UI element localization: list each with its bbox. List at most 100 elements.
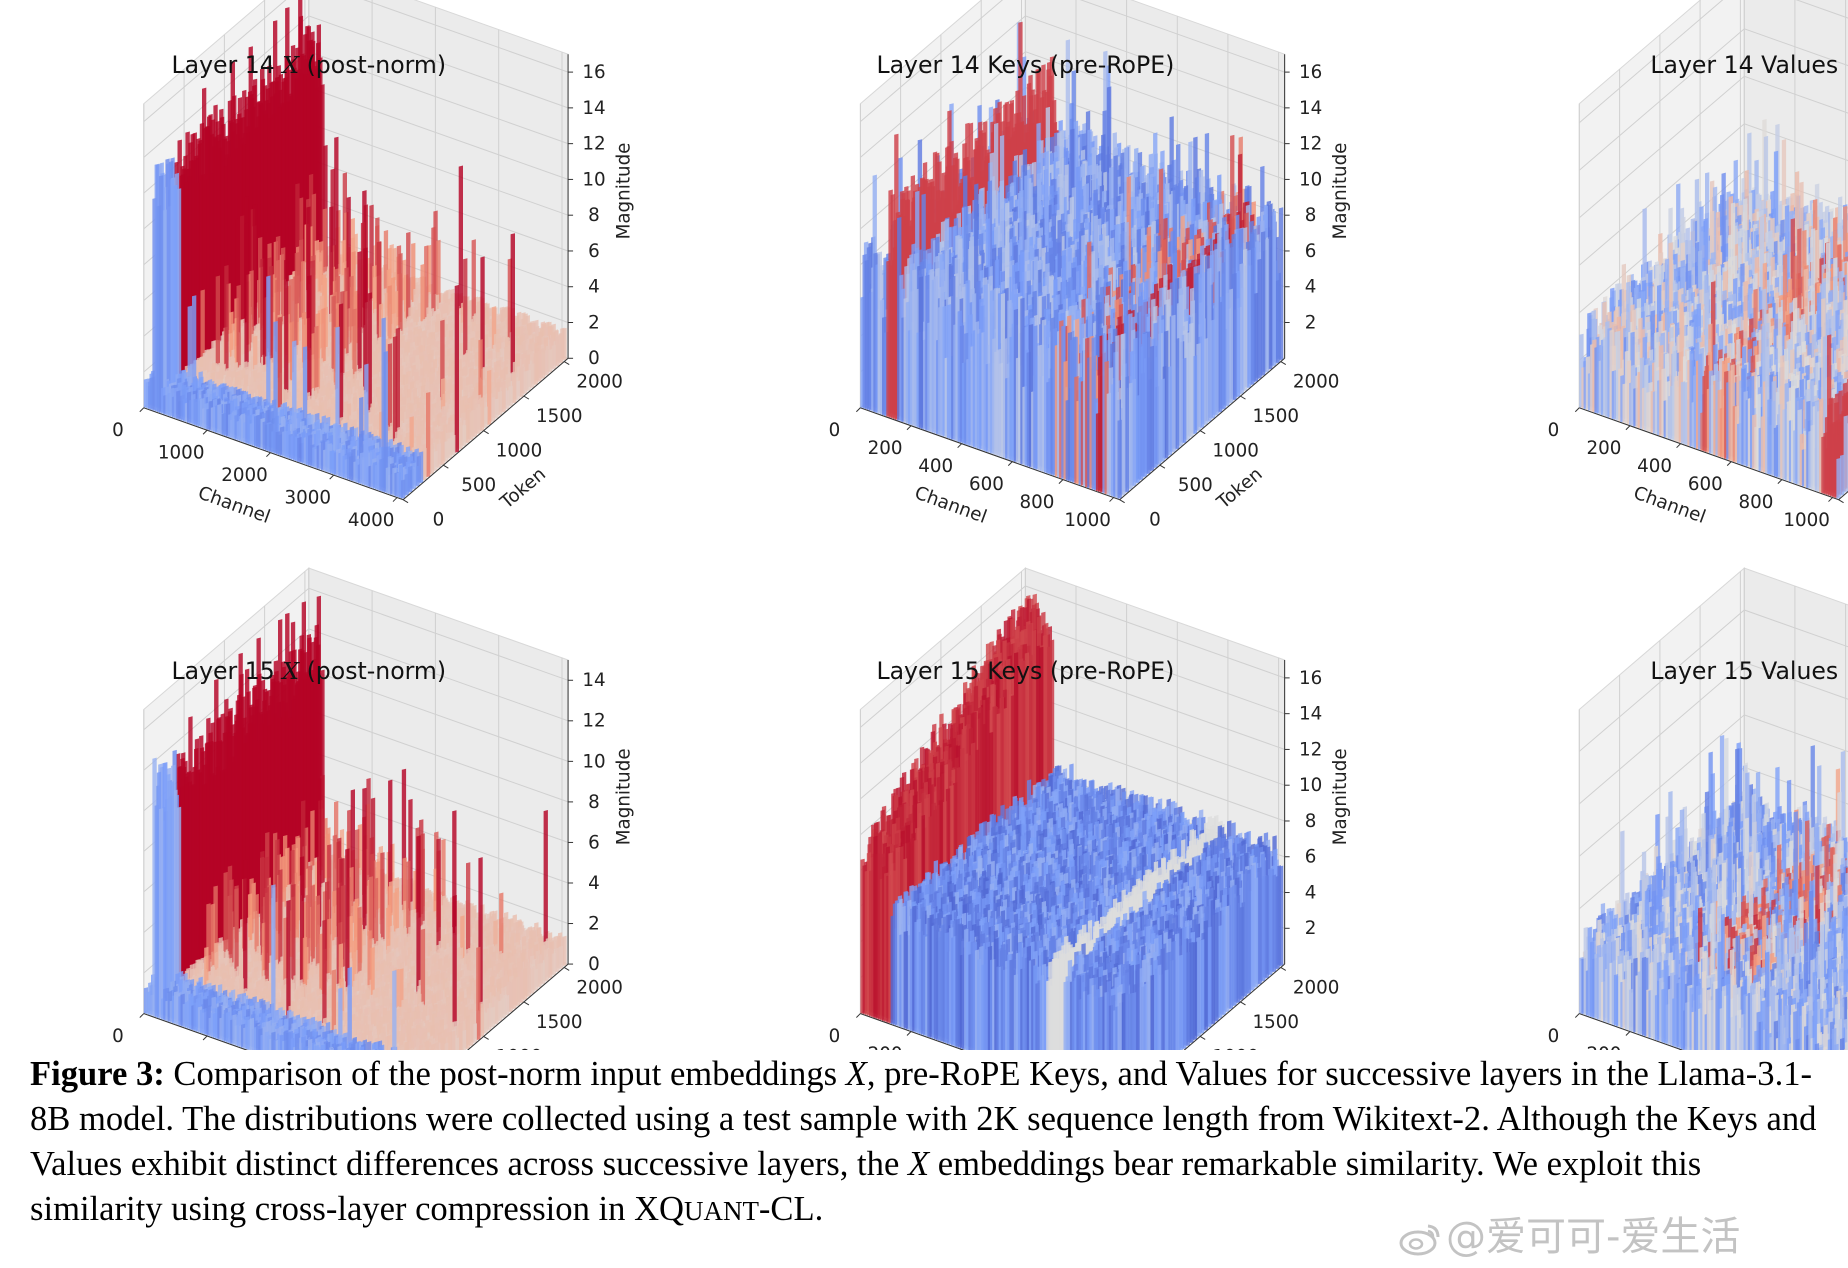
- caption-method-c: -CL: [759, 1190, 815, 1228]
- grid-line: [860, 0, 1285, 122]
- caption-var-x-2: X: [908, 1145, 929, 1183]
- z-tick-label: 12: [1299, 739, 1322, 760]
- x-tick-label: 0: [829, 420, 841, 441]
- x-tick-label: 600: [1688, 474, 1723, 495]
- x-tick: [1777, 479, 1783, 484]
- x-tick: [856, 1013, 861, 1018]
- x-tick: [960, 1049, 962, 1050]
- chart-panel-4: 0100020003000400005001000150020000246810…: [112, 567, 634, 1050]
- x-tick: [1676, 443, 1681, 449]
- caption-text-1: Comparison of the post-norm input embedd…: [165, 1055, 846, 1093]
- watermark: @爱可可-爱生活: [1398, 1204, 1740, 1262]
- y-tick: [563, 966, 570, 971]
- y-axis-line: [1119, 357, 1285, 501]
- z-tick-label: 16: [1299, 668, 1322, 689]
- grid-line: [860, 51, 1285, 194]
- chart-title: Layer 14 Values: [1650, 51, 1838, 79]
- z-tick-label: 12: [582, 711, 605, 732]
- z-tick-label: 2: [588, 913, 600, 934]
- x-tick-label: 0: [829, 1026, 841, 1047]
- y-tick: [443, 464, 449, 469]
- z-tick-label: 2: [1305, 918, 1317, 939]
- x-tick-label: 0: [112, 1026, 124, 1047]
- z-tick-label: 10: [1299, 169, 1322, 190]
- y-tick-label: 2000: [576, 977, 623, 998]
- z-tick-label: 4: [588, 277, 600, 298]
- x-tick: [1726, 461, 1732, 467]
- y-tick: [1119, 499, 1125, 504]
- x-tick-label: 400: [1637, 456, 1672, 477]
- y-tick: [483, 1036, 489, 1040]
- x-tick: [329, 474, 335, 480]
- chart-title: Layer 15 Keys (pre-RoPE): [876, 657, 1174, 685]
- x-tick: [1007, 461, 1013, 467]
- chart-panel-2: 0 200 400 600 800 1000 0 500 1000 1500 2000 2 4 6 8 10 1…: [829, 0, 1351, 531]
- z-tick-label: 2: [588, 312, 600, 333]
- y-tick-label: 500: [461, 475, 496, 496]
- surface: [860, 21, 1284, 499]
- x-tick-label: 600: [969, 474, 1004, 495]
- z-axis-label: Magnitude: [1330, 748, 1351, 845]
- chart-panel-5: 0200400600800100005001000150020002468101…: [829, 567, 1351, 1050]
- z-tick-label: 4: [588, 873, 600, 894]
- chart-title: Layer 14 Keys (pre-RoPE): [876, 51, 1174, 79]
- grid-line: [860, 585, 1285, 728]
- y-tick-label: 1000: [496, 1046, 543, 1050]
- z-tick-label: 8: [1305, 811, 1317, 832]
- x-tick-label: 1000: [158, 1048, 205, 1050]
- z-tick-label: 6: [1305, 241, 1317, 262]
- z-tick-label: 2: [1305, 312, 1317, 333]
- watermark-text: @爱可可-爱生活: [1446, 1214, 1740, 1260]
- y-axis-line: [467, 963, 569, 1050]
- x-tick-label: 0: [1548, 420, 1560, 441]
- grid-line: [143, 0, 569, 122]
- y-tick: [563, 361, 570, 366]
- grid-line: [143, 15, 569, 158]
- x-tick: [202, 1035, 208, 1041]
- grid-line: [1578, 661, 1848, 805]
- x-tick-label: 400: [918, 456, 953, 477]
- x-tick-label: 800: [1020, 492, 1055, 513]
- x-tick: [266, 452, 271, 458]
- z-tick-label: 6: [588, 832, 600, 853]
- figure-caption: Figure 3: Comparison of the post-norm in…: [30, 1052, 1820, 1234]
- x-tick: [856, 407, 861, 413]
- grid-line: [1578, 75, 1848, 219]
- x-tick-label: 0: [1548, 1026, 1560, 1047]
- surface: [1579, 119, 1848, 499]
- z-tick-label: 10: [582, 169, 605, 190]
- chart-panel-3: 0200400600800100005001000150020000.51.01…: [1548, 0, 1848, 531]
- surface: [860, 593, 1284, 1050]
- y-tick-label: 0: [433, 510, 445, 531]
- z-axis-label: Magnitude: [613, 748, 634, 845]
- grid-line: [860, 15, 1285, 158]
- z-tick-label: 6: [588, 241, 600, 262]
- y-tick: [1240, 395, 1246, 400]
- y-axis-line: [402, 357, 569, 501]
- y-tick-label: 0: [1149, 510, 1161, 531]
- z-axis-label: Magnitude: [613, 143, 634, 240]
- z-tick-label: 12: [1299, 134, 1322, 155]
- x-tick-label: 200: [868, 438, 903, 459]
- x-tick-label: 200: [1587, 438, 1622, 459]
- y-tick: [523, 1001, 530, 1006]
- grid-line: [1578, 609, 1848, 752]
- surface: [1579, 735, 1848, 1050]
- chart-title: Layer 15 X (post-norm): [171, 657, 446, 685]
- z-tick-label: 10: [1299, 775, 1322, 796]
- y-tick: [1199, 430, 1206, 435]
- x-tick-label: 1000: [1783, 510, 1830, 531]
- x-tick: [1574, 1013, 1580, 1018]
- z-tick-label: 8: [1305, 205, 1317, 226]
- z-tick-label: 8: [588, 205, 600, 226]
- y-tick-label: 1000: [496, 441, 543, 462]
- x-tick: [1574, 407, 1580, 413]
- x-tick: [906, 425, 912, 431]
- x-tick: [906, 1031, 912, 1036]
- caption-text-4: .: [815, 1190, 824, 1228]
- x-tick-label: 4000: [348, 510, 395, 531]
- y-tick: [402, 499, 409, 504]
- x-tick: [139, 407, 145, 413]
- x-tick-label: 200: [1587, 1044, 1622, 1050]
- z-tick-label: 14: [1299, 98, 1322, 119]
